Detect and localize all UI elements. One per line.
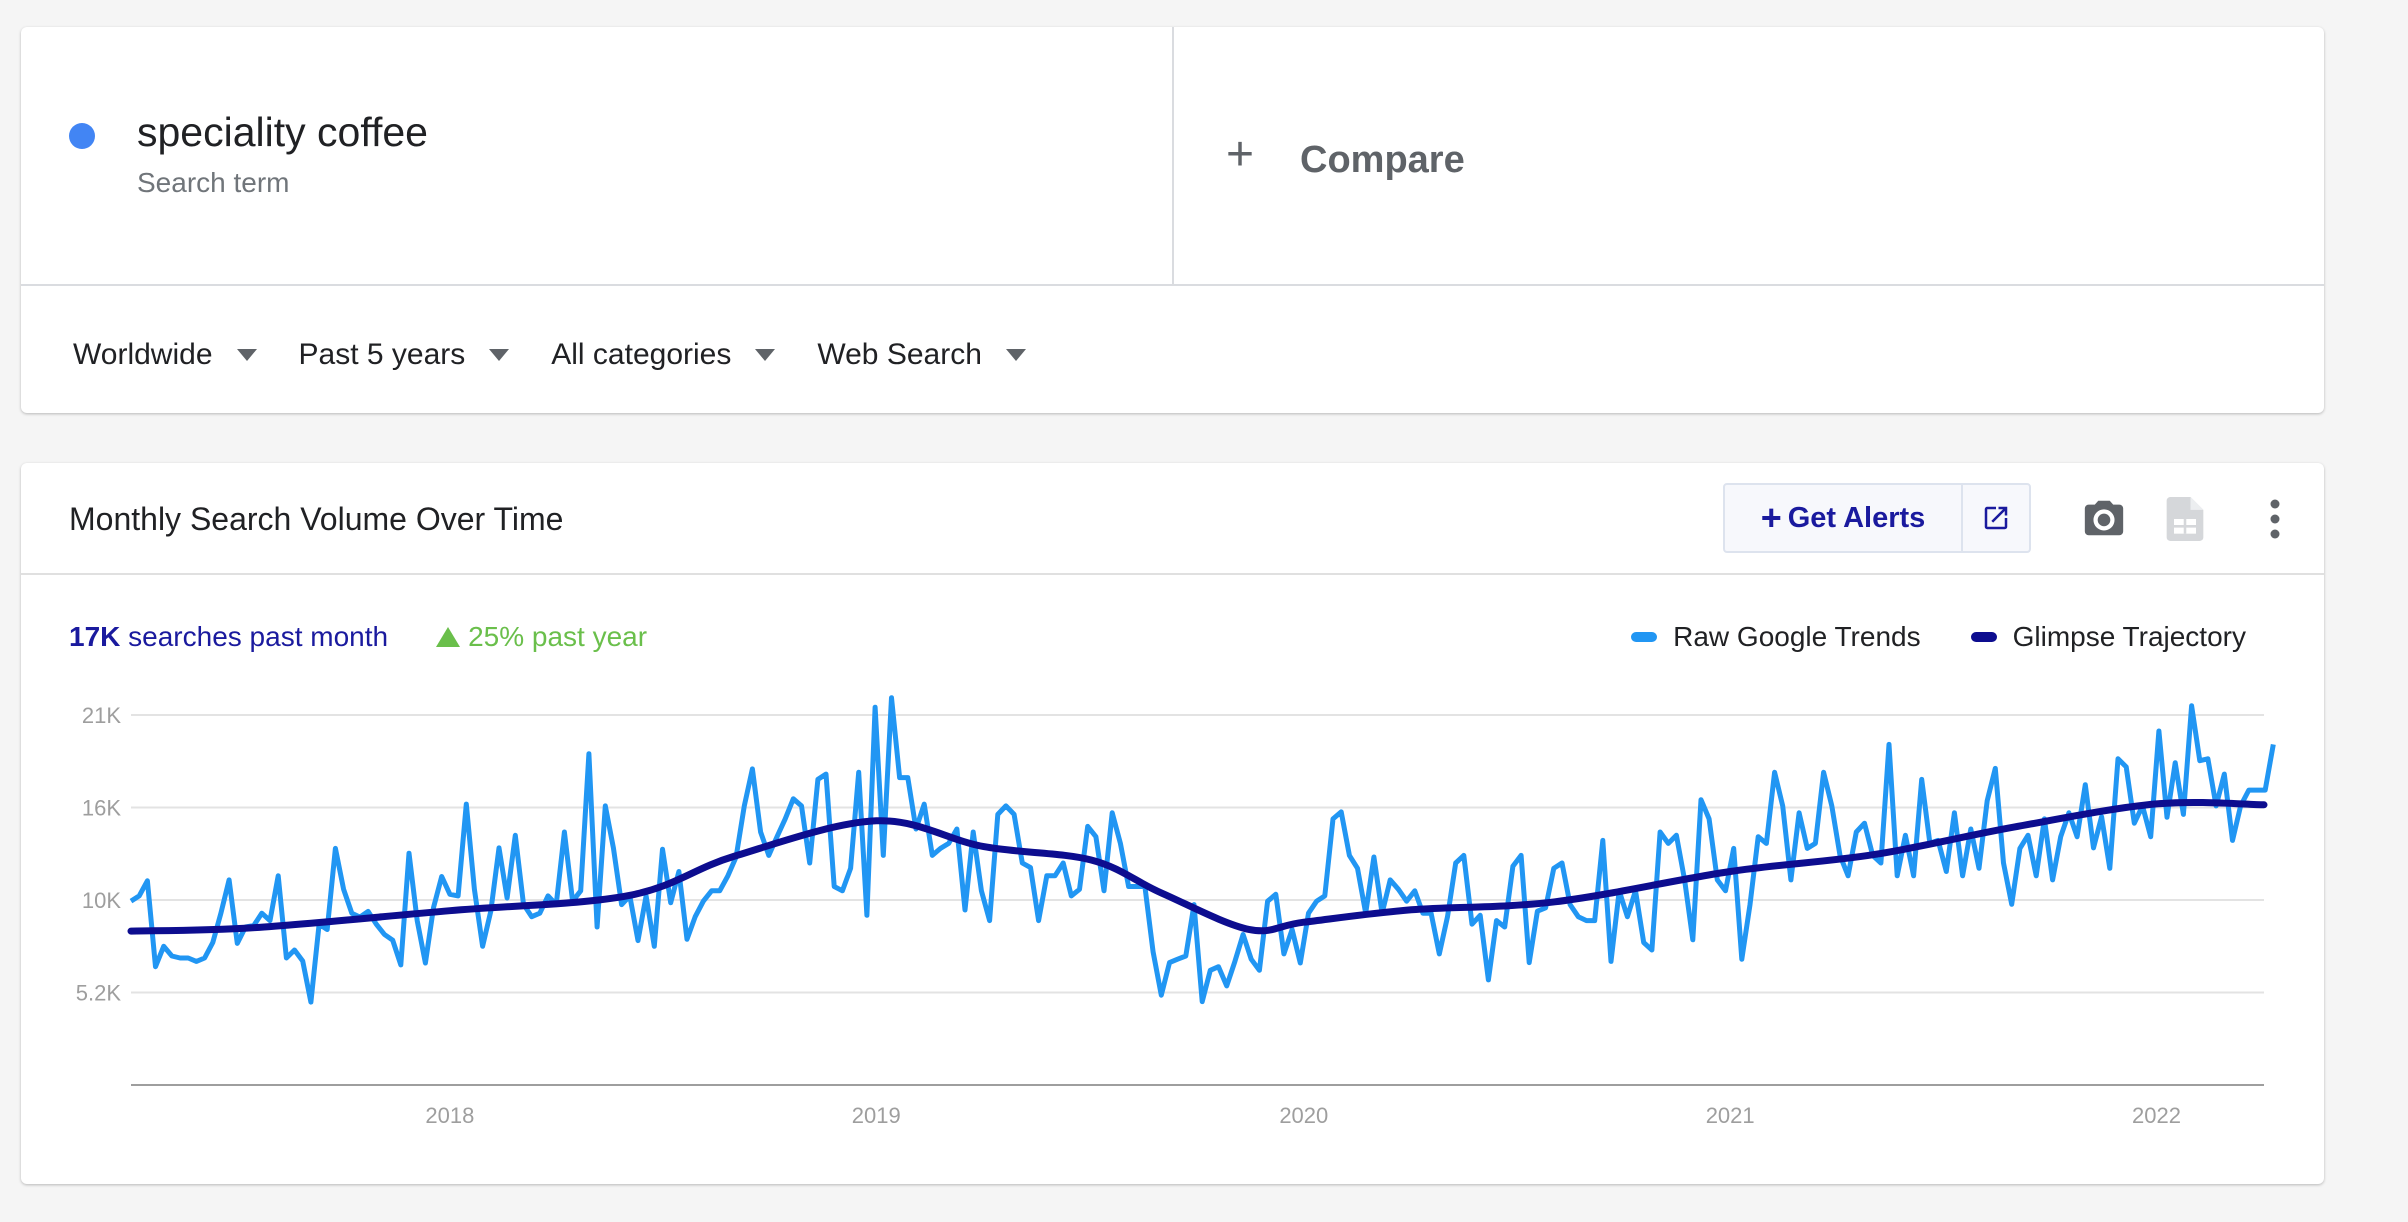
x-tick-label: 2022 [2132, 1103, 2181, 1128]
open-external-button[interactable] [1963, 485, 2029, 551]
filter-location-dropdown[interactable]: Worldwide [73, 338, 257, 372]
divider [21, 284, 2324, 286]
chart-card: Monthly Search Volume Over Time + Get Al… [21, 463, 2324, 1184]
search-card: speciality coffee Search term + Compare … [21, 27, 2324, 413]
more-options-icon[interactable] [2269, 499, 2281, 539]
y-tick-label: 16K [82, 796, 121, 821]
filter-label: Web Search [817, 338, 982, 371]
chart-legend: Raw Google Trends Glimpse Trajectory [1581, 621, 2246, 653]
external-link-icon [1984, 506, 2008, 530]
triangle-up-icon [436, 627, 461, 647]
growth-stat: 25% past year [436, 621, 647, 653]
search-volume-value: 17K [69, 621, 121, 652]
filter-label: Worldwide [73, 338, 213, 371]
growth-text: 25% past year [468, 621, 648, 652]
search-term[interactable]: speciality coffee [137, 109, 428, 155]
x-tick-label: 2019 [852, 1103, 901, 1128]
y-tick-label: 21K [82, 703, 121, 728]
chart-header: Monthly Search Volume Over Time + Get Al… [21, 463, 2324, 575]
series-line-raw-google-trends [129, 695, 2276, 1005]
get-alerts-button[interactable]: + Get Alerts [1725, 485, 1963, 551]
legend-label-trajectory: Glimpse Trajectory [2012, 621, 2246, 652]
y-tick-label: 10K [82, 888, 121, 913]
compare-label: Compare [1300, 139, 1465, 181]
caret-down-icon [1005, 349, 1026, 361]
filter-time-dropdown[interactable]: Past 5 years [299, 338, 510, 372]
line-chart: 5.2K 10K 16K 21K 2018 2019 2020 2021 2022 [76, 695, 2276, 1128]
y-tick-label: 5.2K [76, 981, 122, 1006]
chart-title: Monthly Search Volume Over Time [69, 501, 564, 537]
legend-label-raw: Raw Google Trends [1673, 621, 1921, 652]
camera-icon[interactable] [2081, 495, 2127, 541]
search-term-box[interactable]: speciality coffee Search term [21, 27, 1174, 284]
alerts-button-group: + Get Alerts [1723, 483, 2031, 553]
search-term-subtitle: Search term [137, 167, 290, 198]
search-volume-text: searches past month [128, 621, 389, 652]
search-volume-stat: 17K searches past month [69, 621, 388, 653]
filter-label: Past 5 years [298, 338, 466, 371]
legend-swatch-raw [1631, 632, 1658, 642]
stats-row: 17K searches past month 25% past year [69, 621, 647, 653]
caret-down-icon [489, 349, 510, 361]
term-color-dot [69, 123, 95, 149]
filter-category-dropdown[interactable]: All categories [551, 338, 776, 372]
legend-item-raw[interactable]: Raw Google Trends [1631, 621, 1921, 653]
x-tick-label: 2020 [1279, 1103, 1328, 1128]
series-line-glimpse-trajectory [127, 798, 2268, 935]
caret-down-icon [236, 349, 257, 361]
plus-icon: + [1226, 128, 1255, 181]
legend-swatch-trajectory [1970, 632, 1997, 642]
legend-item-trajectory[interactable]: Glimpse Trajectory [1970, 621, 2246, 653]
plus-icon: + [1760, 497, 1782, 538]
filter-search-type-dropdown[interactable]: Web Search [817, 338, 1026, 372]
x-tick-label: 2018 [425, 1103, 474, 1128]
filter-label: All categories [551, 338, 732, 371]
get-alerts-label: Get Alerts [1787, 501, 1926, 534]
filter-bar: Worldwide Past 5 years All categories We… [73, 330, 1068, 380]
x-tick-label: 2021 [1706, 1103, 1755, 1128]
compare-button[interactable]: + Compare [1174, 27, 2324, 284]
caret-down-icon [755, 349, 776, 361]
spreadsheet-icon[interactable] [2165, 497, 2205, 541]
